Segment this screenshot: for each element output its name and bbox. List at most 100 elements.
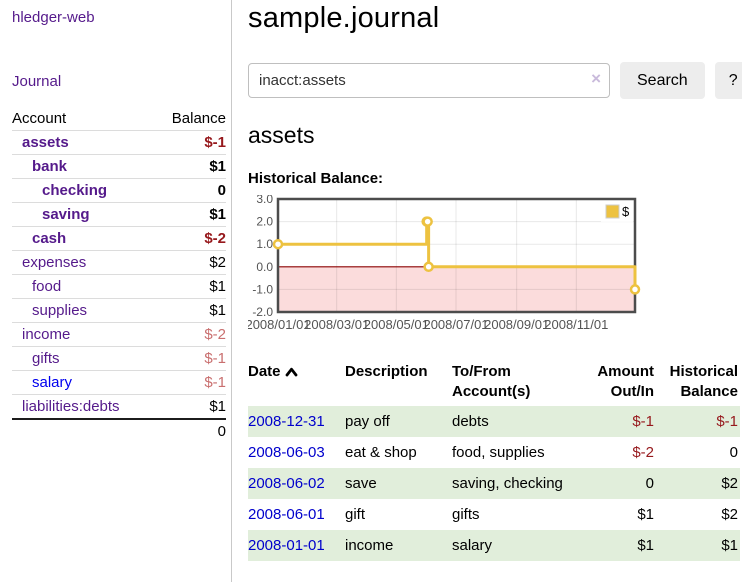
account-row: expenses $2 bbox=[12, 250, 226, 275]
register-balance-cell: $1 bbox=[721, 537, 738, 554]
accounts-header-balance: Balance bbox=[154, 107, 226, 131]
register-date-cell: 2008-06-01 bbox=[248, 499, 345, 530]
sidebar-account-gifts[interactable]: gifts bbox=[32, 350, 60, 367]
register-balance-cell: 0 bbox=[729, 444, 738, 461]
account-row: bank $1 bbox=[12, 154, 226, 179]
register-accounts-cell: gifts bbox=[452, 506, 480, 523]
register-description-cell: pay off bbox=[345, 413, 390, 430]
account-balance: 0 bbox=[154, 178, 226, 203]
col-header-description: Description bbox=[345, 363, 428, 380]
account-row: assets $-1 bbox=[12, 130, 226, 155]
transaction-date-link[interactable]: 2008-06-01 bbox=[248, 506, 325, 523]
sidebar-account-salary[interactable]: salary bbox=[32, 374, 73, 391]
sidebar-account-food[interactable]: food bbox=[32, 278, 62, 295]
register-accounts-cell: debts bbox=[452, 413, 489, 430]
register-row: 2008-01-01 income salary $1 $1 bbox=[248, 530, 740, 561]
col-header-balance: Historical Balance bbox=[669, 363, 738, 400]
register-header-row: Date Description To/From Account(s) Amou… bbox=[248, 360, 740, 406]
register-description-cell: income bbox=[345, 537, 394, 554]
register-amount-cell: $1 bbox=[637, 537, 654, 554]
account-balance: $1 bbox=[154, 202, 226, 227]
search-button[interactable]: Search bbox=[620, 62, 705, 99]
register-description-cell: eat & shop bbox=[345, 444, 417, 461]
svg-text:-2.0: -2.0 bbox=[252, 305, 273, 319]
historical-balance-chart: 3.0 2.0 1.0 0.0 -1.0 -2.0 2008/01/01 2008/03/01… bbox=[245, 192, 742, 342]
search-input[interactable] bbox=[248, 63, 610, 98]
sidebar-account-checking[interactable]: checking bbox=[42, 182, 108, 199]
main-content: sample.journal × Search ? assets Histori… bbox=[232, 0, 742, 582]
accounts-total-balance: 0 bbox=[154, 418, 226, 443]
register-amount-cell: 0 bbox=[645, 475, 654, 492]
account-page-title: assets bbox=[248, 122, 315, 148]
svg-text:-1.0: -1.0 bbox=[252, 282, 273, 296]
register-accounts-cell: salary bbox=[452, 537, 493, 554]
col-header-amount: Amount Out/In bbox=[597, 363, 654, 400]
transaction-date-link[interactable]: 2008-06-02 bbox=[248, 475, 325, 492]
register-date-cell: 2008-12-31 bbox=[248, 406, 345, 437]
transaction-date-link[interactable]: 2008-01-01 bbox=[248, 537, 325, 554]
account-balance: $-2 bbox=[154, 226, 226, 251]
register-description-cell: gift bbox=[345, 506, 366, 523]
transaction-date-link[interactable]: 2008-12-31 bbox=[248, 413, 325, 430]
account-balance: $1 bbox=[154, 298, 226, 323]
sidebar-account-supplies[interactable]: supplies bbox=[32, 302, 88, 319]
register-amount-cell: $-2 bbox=[632, 444, 654, 461]
account-row: gifts $-1 bbox=[12, 346, 226, 371]
accounts-header-row: Account Balance bbox=[12, 107, 226, 131]
account-name-cell: salary bbox=[12, 370, 155, 395]
account-balance: $-1 bbox=[154, 346, 226, 371]
col-header-date[interactable]: Date bbox=[248, 360, 345, 406]
register-accounts-cell: saving, checking bbox=[452, 475, 563, 492]
svg-text:$: $ bbox=[622, 204, 630, 219]
register-balance-cell: $2 bbox=[721, 475, 738, 492]
register-date-cell: 2008-06-03 bbox=[248, 437, 345, 468]
register-row: 2008-06-03 eat & shop food, supplies $-2 0 bbox=[248, 437, 740, 468]
account-name-cell: assets bbox=[12, 130, 155, 155]
account-balance: $-2 bbox=[154, 322, 226, 347]
sidebar-account-expenses[interactable]: expenses bbox=[22, 254, 87, 271]
account-balance: $1 bbox=[154, 394, 226, 420]
register-balance-cell: $2 bbox=[721, 506, 738, 523]
help-button[interactable]: ? bbox=[714, 62, 742, 99]
svg-text:2.0: 2.0 bbox=[256, 215, 273, 229]
sidebar-account-saving[interactable]: saving bbox=[42, 206, 90, 223]
search-box: × bbox=[248, 63, 610, 98]
sidebar-account-bank[interactable]: bank bbox=[32, 158, 68, 175]
sidebar-account-assets[interactable]: assets bbox=[22, 134, 69, 151]
sidebar-account-income[interactable]: income bbox=[22, 326, 71, 343]
register-amount-cell: $-1 bbox=[632, 413, 654, 430]
svg-text:2008/07/01: 2008/07/01 bbox=[423, 317, 488, 332]
account-name-cell: saving bbox=[12, 202, 155, 227]
account-name-cell: checking bbox=[12, 178, 155, 203]
accounts-header-account: Account bbox=[12, 107, 155, 131]
sidebar-account-cash[interactable]: cash bbox=[32, 230, 67, 247]
account-name-cell: cash bbox=[12, 226, 155, 251]
search-form: × Search ? bbox=[248, 62, 742, 99]
register-balance-cell: $-1 bbox=[716, 413, 738, 430]
account-name-cell: food bbox=[12, 274, 155, 299]
register-row: 2008-06-02 save saving, checking 0 $2 bbox=[248, 468, 740, 499]
svg-text:2008/03/01: 2008/03/01 bbox=[304, 317, 369, 332]
col-header-date-label: Date bbox=[248, 363, 281, 380]
sort-asc-icon bbox=[285, 363, 298, 383]
col-header-accounts: To/From Account(s) bbox=[452, 363, 531, 400]
register-description-cell: save bbox=[345, 475, 377, 492]
app-title-link[interactable]: hledger-web bbox=[12, 9, 95, 26]
sidebar: hledger-web Journal Account Balance asse… bbox=[0, 0, 232, 582]
svg-text:2008/09/01: 2008/09/01 bbox=[484, 317, 549, 332]
account-row: cash $-2 bbox=[12, 226, 226, 251]
svg-text:0.0: 0.0 bbox=[256, 260, 273, 274]
account-name-cell: bank bbox=[12, 154, 155, 179]
page-title: sample.journal bbox=[248, 2, 440, 34]
accounts-total-spacer bbox=[12, 418, 155, 443]
account-balance: $1 bbox=[154, 154, 226, 179]
account-name-cell: gifts bbox=[12, 346, 155, 371]
register-amount-cell: $1 bbox=[637, 506, 654, 523]
transaction-date-link[interactable]: 2008-06-03 bbox=[248, 444, 325, 461]
sidebar-item-journal[interactable]: Journal bbox=[12, 73, 62, 90]
account-name-cell: income bbox=[12, 322, 155, 347]
register-table: Date Description To/From Account(s) Amou… bbox=[248, 360, 740, 561]
clear-search-icon[interactable]: × bbox=[591, 69, 601, 88]
sidebar-account-liabilities-debts[interactable]: liabilities:debts bbox=[22, 398, 120, 415]
